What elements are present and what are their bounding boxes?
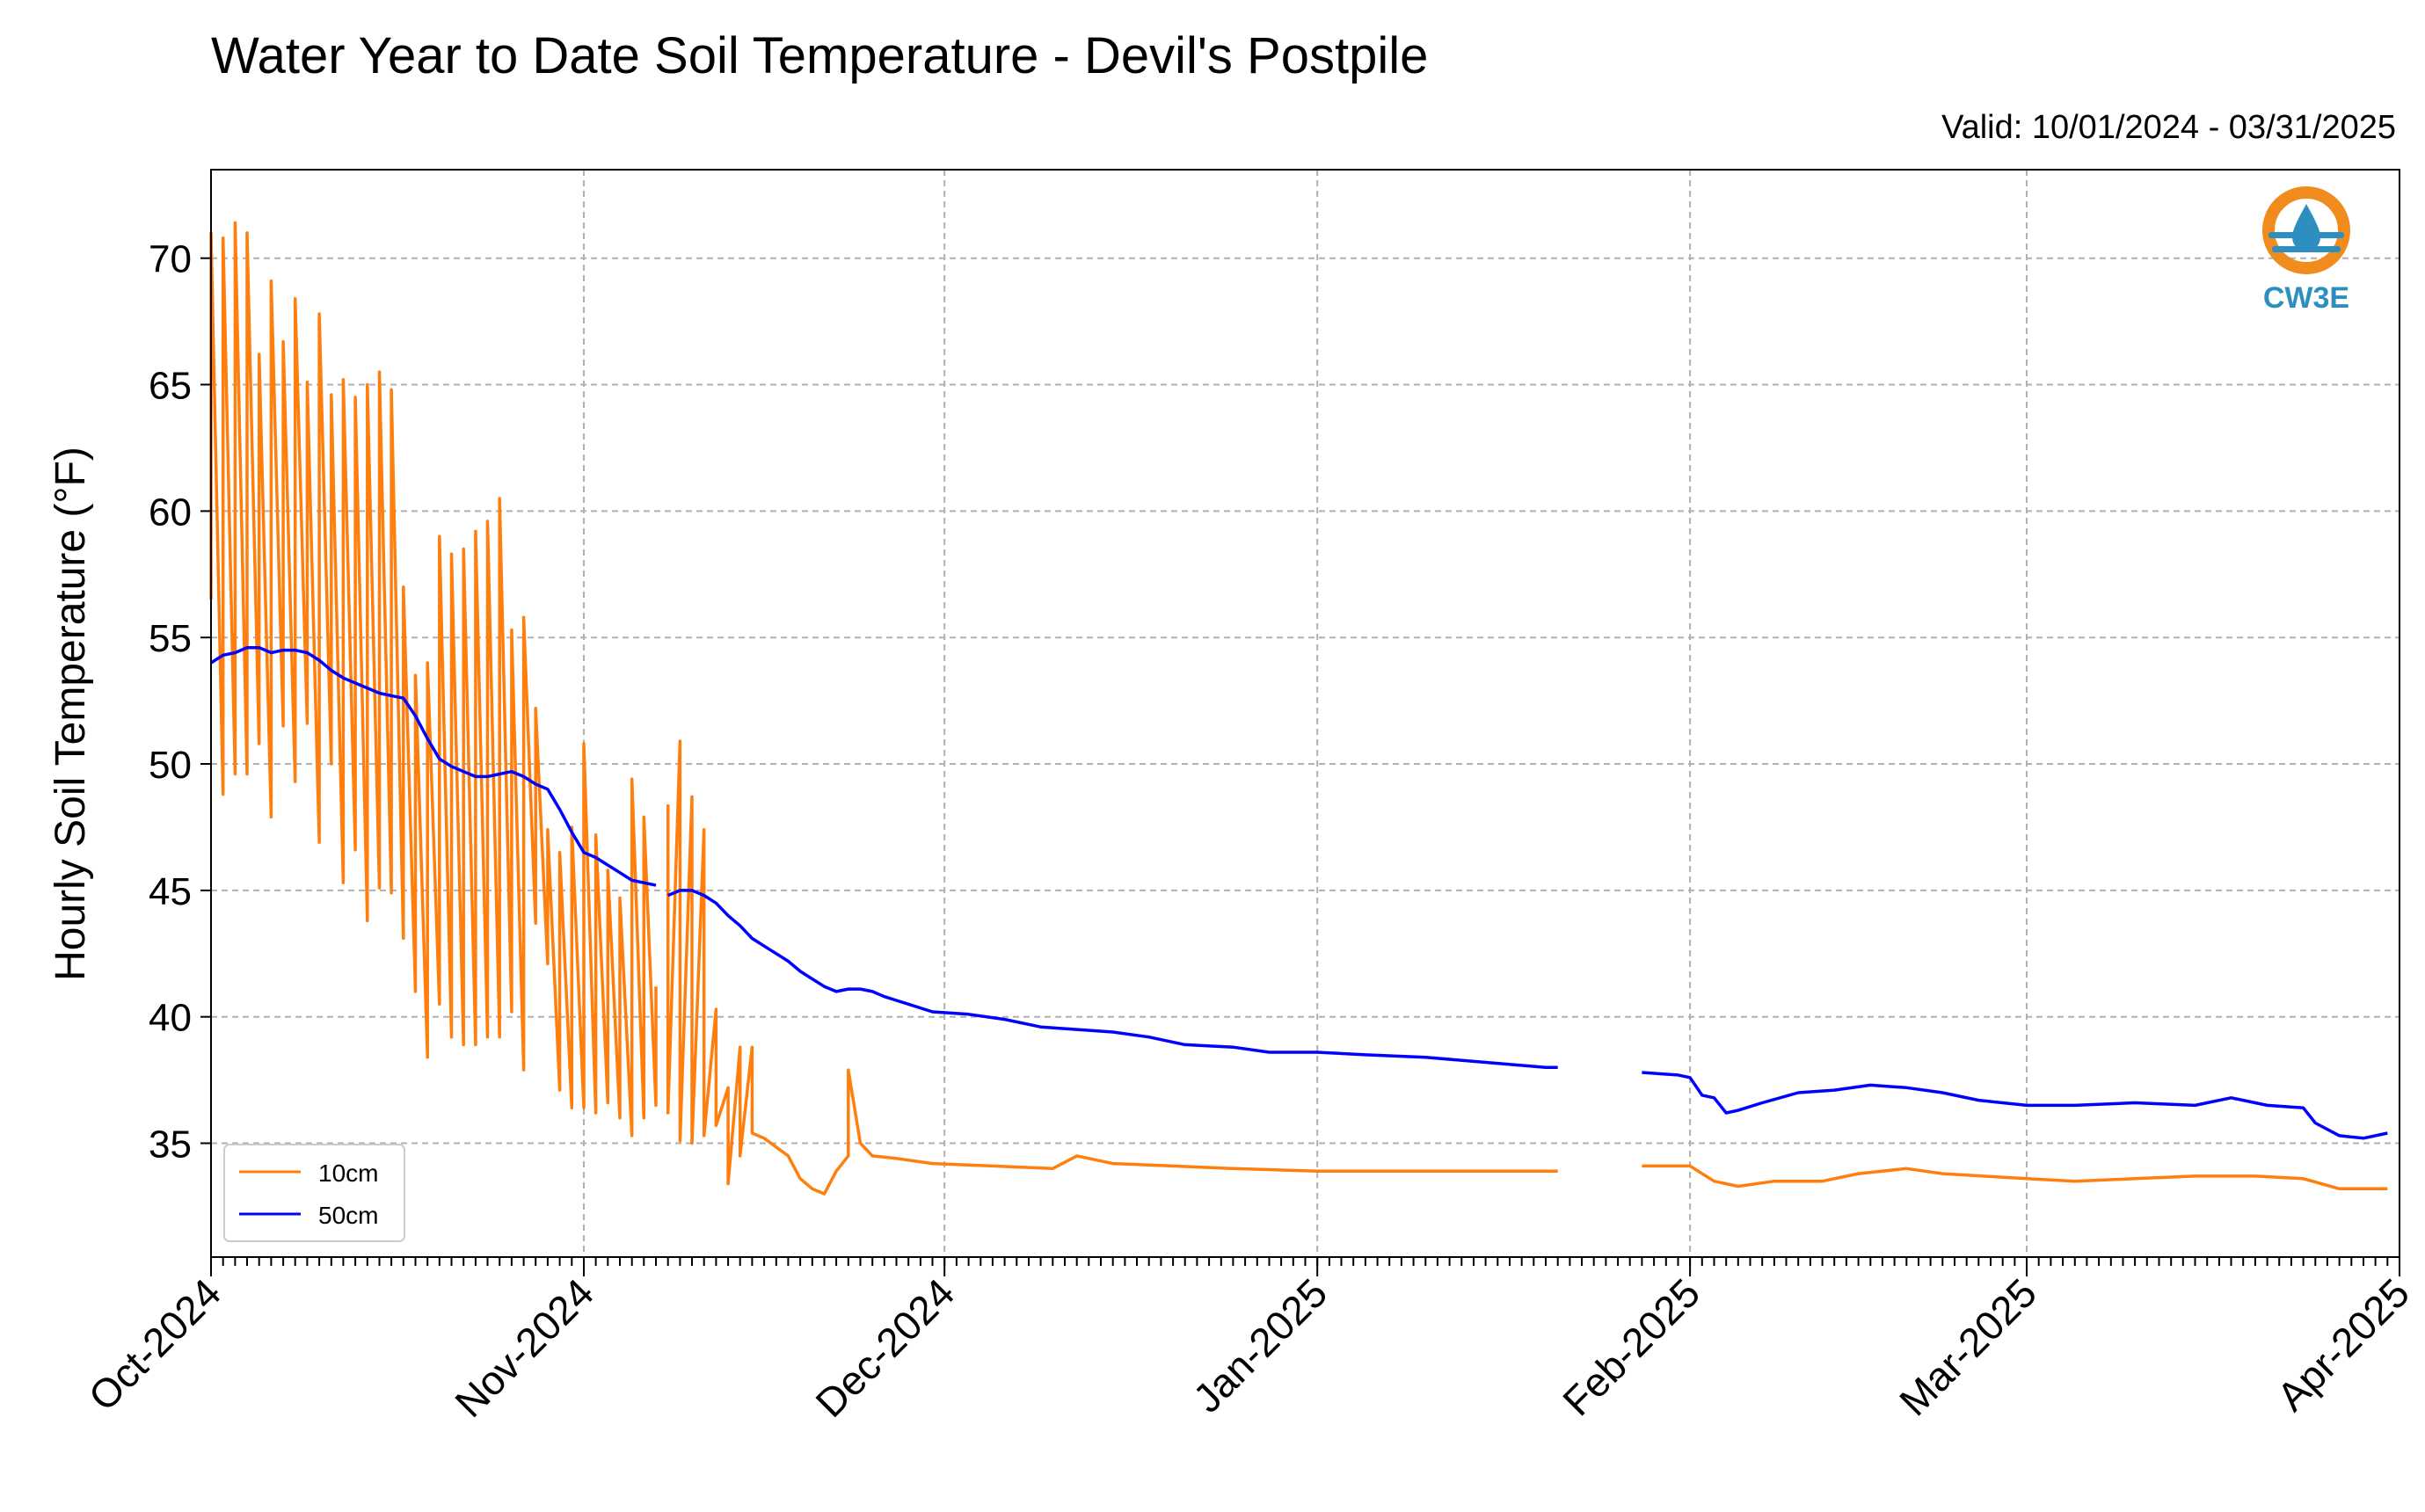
series-line-50cm <box>1642 1071 2388 1140</box>
logo-ring-icon <box>2262 186 2350 274</box>
legend-label-50cm: 50cm <box>318 1202 378 1229</box>
y-tick-label: 50 <box>149 744 192 787</box>
grid-lines <box>210 170 2400 1257</box>
cw3e-logo: CW3E <box>2262 186 2350 315</box>
y-tick-label: 55 <box>149 617 192 660</box>
y-axis-label: Hourly Soil Temperature (°F) <box>47 447 94 981</box>
series-lines <box>209 221 2388 1196</box>
x-tick-label: Dec-2024 <box>806 1269 963 1426</box>
logo-wave-icon <box>2268 232 2344 238</box>
legend-label-10cm: 10cm <box>318 1159 378 1187</box>
y-tick-label: 70 <box>149 238 192 281</box>
x-tick-label: Jan-2025 <box>1184 1269 1336 1421</box>
x-tick-label: Feb-2025 <box>1554 1269 1708 1424</box>
axis-ticks: 35 40 45 50 55 60 65 70 Oct-2024 Nov-2024 Dec-2024… <box>80 238 2419 1426</box>
legend-box <box>223 1144 405 1242</box>
series-line-10cm <box>1642 1164 2388 1191</box>
series-line-50cm <box>667 889 1558 1069</box>
logo-wave-icon <box>2272 246 2341 252</box>
y-tick-label: 60 <box>149 491 192 534</box>
x-tick-label: Oct-2024 <box>80 1269 230 1420</box>
legend: 10cm 50cm <box>223 1144 405 1242</box>
x-tick-label: Mar-2025 <box>1890 1269 2045 1424</box>
chart-subtitle: Valid: 10/01/2024 - 03/31/2025 <box>1941 109 2396 146</box>
chart-title: Water Year to Date Soil Temperature - De… <box>211 27 1429 84</box>
plot-area <box>210 169 2400 1258</box>
y-tick-label: 40 <box>149 997 192 1040</box>
series-line-10cm <box>666 739 1558 1196</box>
y-tick-label: 45 <box>149 870 192 913</box>
series-line-10cm <box>209 221 658 1138</box>
y-axis-label-group: Hourly Soil Temperature (°F) <box>47 447 94 981</box>
x-tick-label: Nov-2024 <box>446 1269 602 1426</box>
y-tick-label: 65 <box>149 365 192 408</box>
logo-drop-icon <box>2292 204 2320 251</box>
logo-text: CW3E <box>2263 281 2349 315</box>
x-tick-label: Apr-2025 <box>2268 1269 2418 1420</box>
y-tick-label: 35 <box>149 1123 192 1167</box>
series-line-50cm <box>210 645 657 887</box>
